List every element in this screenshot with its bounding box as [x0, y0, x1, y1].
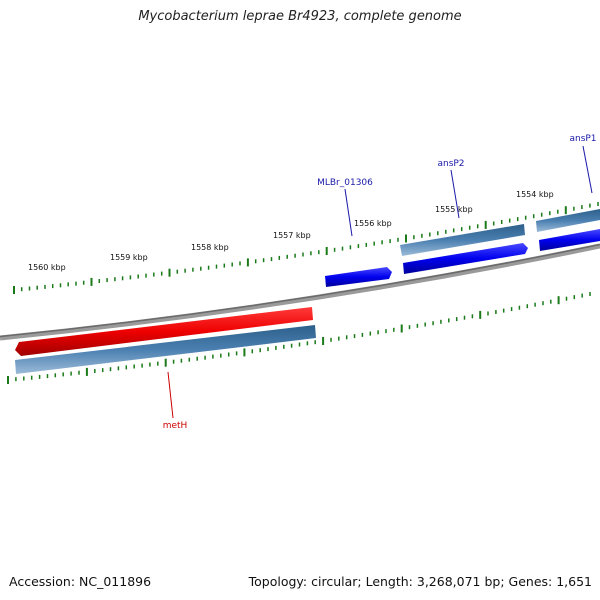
gene-label-mlbr-01306: MLBr_01306	[317, 178, 373, 188]
genome-backbone	[0, 243, 600, 341]
inner-tick-marks	[7, 292, 591, 384]
cds-bar-forward[interactable]	[536, 209, 600, 232]
label-leader-line	[167, 371, 174, 419]
scale-label: 1559 kbp	[110, 253, 148, 262]
scale-label: 1558 kbp	[191, 243, 229, 252]
scale-label: 1557 kbp	[273, 231, 311, 240]
scale-label: 1554 kbp	[516, 190, 554, 199]
accession-text: Accession: NC_011896	[9, 574, 152, 589]
gene-label-meth: metH	[163, 421, 188, 431]
gene-arrow-meth[interactable]	[15, 307, 313, 356]
label-leader-line	[344, 188, 353, 237]
cds-bar-reverse[interactable]	[15, 325, 316, 374]
gene-label-ansp1: ansP1	[569, 134, 596, 144]
scale-label: 1556 kbp	[354, 219, 392, 228]
genome-backbone-edge	[0, 243, 600, 338]
gene-arrow-ansp2[interactable]	[403, 243, 528, 274]
label-leader-line	[450, 169, 460, 219]
map-title: Mycobacterium leprae Br4923, complete ge…	[138, 9, 462, 24]
scale-label: 1560 kbp	[28, 263, 66, 272]
outer-tick-marks	[13, 202, 599, 294]
label-leader-line	[582, 145, 593, 194]
scale-label: 1555 kbp	[435, 205, 473, 214]
genome-summary-text: Topology: circular; Length: 3,268,071 bp…	[248, 574, 592, 589]
gene-label-ansp2: ansP2	[437, 159, 464, 169]
gene-arrow-mlbr-01306[interactable]	[325, 267, 392, 287]
cds-bar-forward[interactable]	[400, 224, 525, 256]
gene-arrow-ansp1[interactable]	[539, 229, 600, 251]
